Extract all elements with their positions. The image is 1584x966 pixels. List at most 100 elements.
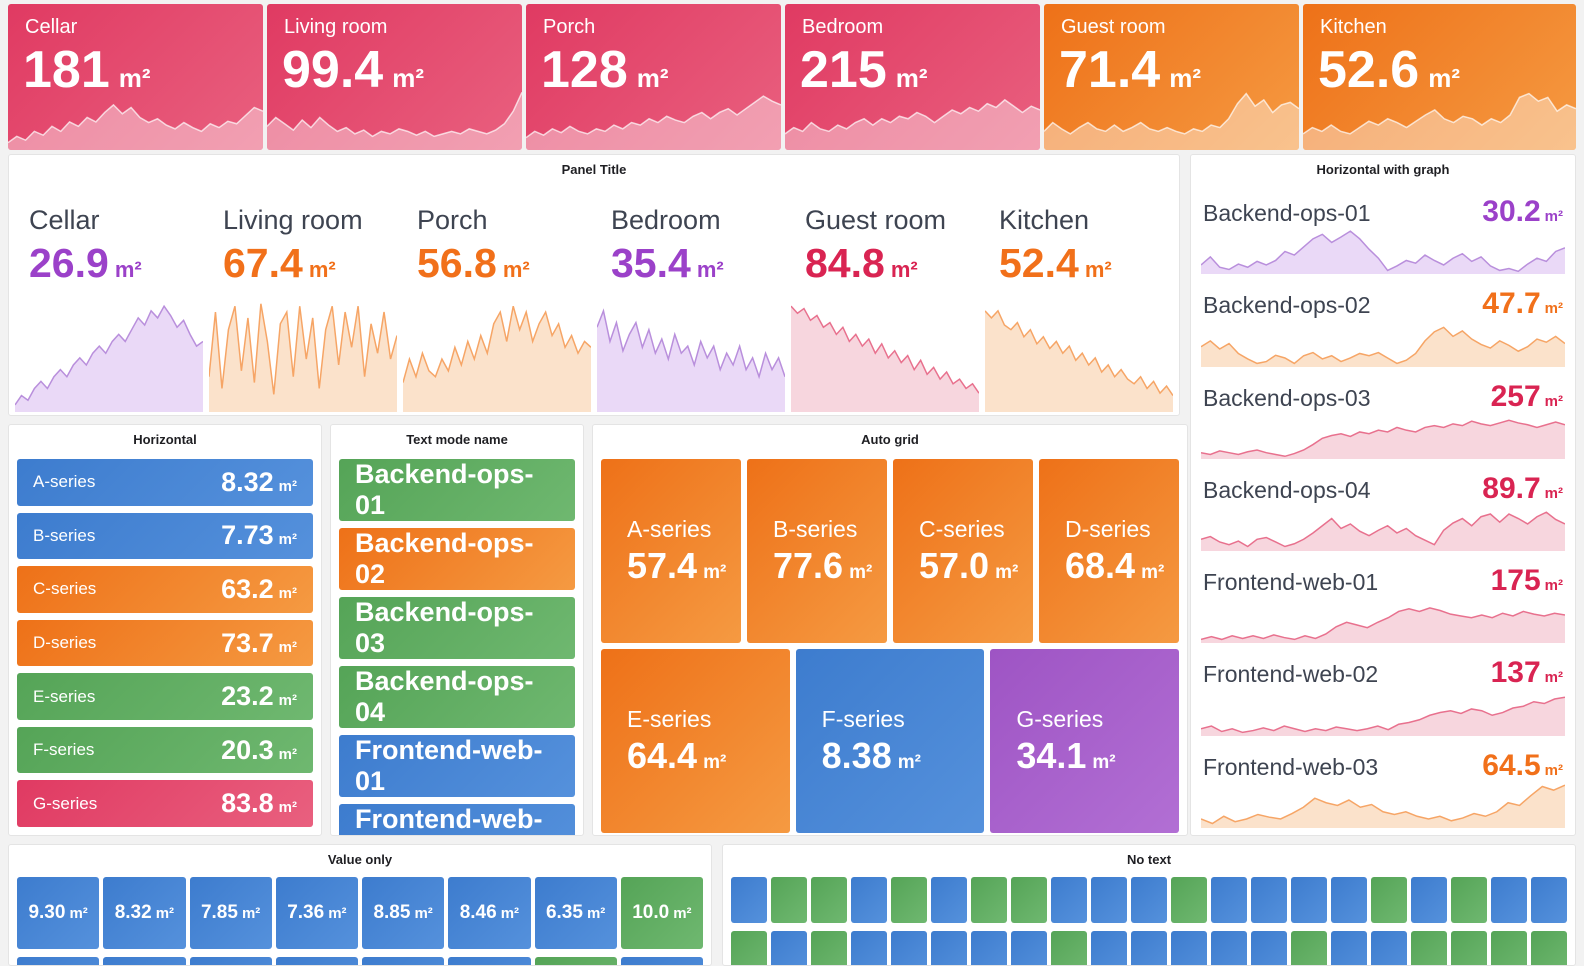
unit-text: m² bbox=[1141, 561, 1165, 583]
bar-list: A-series 8.32 m² B-series 7.73 m² C-series 63.2… bbox=[17, 459, 313, 828]
unit-text: m² bbox=[1544, 669, 1563, 687]
color-tile bbox=[1531, 877, 1567, 923]
unit-text: m² bbox=[673, 904, 692, 922]
value-text: 57.0 bbox=[919, 544, 990, 586]
no-text-panel: No text bbox=[722, 844, 1576, 966]
color-tile bbox=[1451, 931, 1487, 965]
series-label: B-series bbox=[773, 515, 858, 542]
stat-label: Guest room bbox=[805, 205, 947, 235]
unit-text: m² bbox=[895, 63, 928, 93]
color-tile bbox=[1491, 877, 1527, 923]
color-tile bbox=[731, 877, 767, 923]
graph-row-frontend-web-01: Frontend-web-01 175 m² bbox=[1201, 554, 1565, 646]
value-text: 8.85 bbox=[373, 902, 411, 923]
value-text: 67.4 bbox=[223, 240, 303, 286]
stat-label: Living room bbox=[223, 205, 363, 235]
graph-row-header: Backend-ops-01 30.2 m² bbox=[1201, 185, 1565, 229]
value-tile: 7.36 m² bbox=[275, 877, 358, 949]
series-name: Frontend-web-01 bbox=[355, 735, 543, 796]
value-tile bbox=[362, 957, 445, 965]
bar-a-series: A-series 8.32 m² bbox=[17, 459, 313, 506]
auto-grid-panel: Auto grid A-series 57.4 m² B-series 77.6 m² C-… bbox=[592, 424, 1188, 836]
value-text: 47.7 bbox=[1482, 287, 1541, 321]
stat-value: 57.4 m² bbox=[627, 545, 741, 587]
stat-tile-label: Cellar bbox=[25, 16, 78, 38]
unit-text: m² bbox=[500, 904, 520, 922]
stat-porch: Porch 56.8 m² bbox=[403, 191, 591, 412]
panel-header[interactable]: No text bbox=[723, 845, 1575, 873]
value-text: 34.1 bbox=[1016, 734, 1087, 776]
grid-tile-f-series: F-series 8.38 m² bbox=[795, 649, 985, 833]
value-text: 73.7 bbox=[221, 627, 274, 658]
stat-label: Cellar bbox=[29, 205, 100, 235]
series-value: 8.32 m² bbox=[221, 467, 297, 498]
series-label: C-series bbox=[919, 515, 1005, 542]
panel-header[interactable]: Auto grid bbox=[593, 425, 1187, 453]
color-tile bbox=[891, 931, 927, 965]
stats-grid: Cellar 26.9 m² Living room 67.4 m² Porch 56.8 m²… bbox=[15, 191, 1173, 412]
unit-text: m² bbox=[703, 751, 727, 773]
unit-text: m² bbox=[897, 751, 921, 773]
bar-frontend-web-02: Frontend-web-02 bbox=[339, 804, 575, 835]
panel-header[interactable]: Text mode name bbox=[331, 425, 583, 453]
value-text: 30.2 bbox=[1482, 195, 1541, 228]
bar-d-series: D-series 73.7 m² bbox=[17, 619, 313, 667]
value-text: 64.5 bbox=[1482, 748, 1541, 782]
stat-value: 68.4 m² bbox=[1065, 545, 1179, 587]
unit-text: m² bbox=[1544, 577, 1563, 595]
color-tile bbox=[771, 877, 807, 923]
panel-header[interactable]: Panel Title bbox=[9, 155, 1179, 183]
unit-text: m² bbox=[278, 531, 297, 549]
stat-value: 128 m² bbox=[541, 40, 669, 100]
grid-tile-b-series: B-series 77.6 m² bbox=[747, 459, 887, 643]
sparkline bbox=[791, 292, 979, 412]
unit-text: m² bbox=[278, 745, 297, 763]
graph-row-header: Frontend-web-02 137 m² bbox=[1201, 646, 1565, 690]
color-tile bbox=[851, 877, 887, 923]
stat-value: 56.8 m² bbox=[417, 240, 591, 287]
bar-e-series: E-series 23.2 m² bbox=[17, 673, 313, 720]
series-value: 7.73 m² bbox=[221, 520, 297, 551]
series-label: E-series bbox=[33, 686, 96, 706]
value-text: 257 bbox=[1490, 379, 1541, 413]
color-tile bbox=[1171, 931, 1207, 965]
sparkline bbox=[1201, 690, 1565, 736]
unit-text: m² bbox=[890, 257, 918, 282]
value-text: 52.4 bbox=[999, 240, 1079, 286]
value-text: 6.35 bbox=[545, 902, 583, 923]
value-text: 9.30 bbox=[28, 902, 66, 923]
graph-row-header: Backend-ops-02 47.7 m² bbox=[1201, 277, 1565, 321]
stat-value: 8.38 m² bbox=[822, 735, 985, 777]
panel-header[interactable]: Horizontal with graph bbox=[1191, 155, 1575, 183]
value-tile bbox=[620, 957, 703, 965]
panel-header[interactable]: Horizontal bbox=[9, 425, 321, 453]
series-value: 20.3 m² bbox=[221, 735, 297, 766]
graph-row-header: Frontend-web-01 175 m² bbox=[1201, 554, 1565, 598]
stat-value: 67.4 m² bbox=[223, 240, 397, 287]
series-name: Backend-ops-01 bbox=[355, 459, 534, 520]
color-tile bbox=[1211, 931, 1247, 965]
sparkline bbox=[985, 292, 1173, 412]
stat-value: 57.0 m² bbox=[919, 545, 1033, 587]
value-text: 175 bbox=[1490, 564, 1541, 598]
unit-text: m² bbox=[849, 561, 873, 583]
stat-label: Bedroom bbox=[611, 205, 721, 235]
bar-list: Backend-ops-01 Backend-ops-02 Backend-ops-… bbox=[339, 459, 575, 835]
series-value: 89.7 m² bbox=[1482, 472, 1563, 506]
value-text: 77.6 bbox=[773, 544, 844, 586]
stat-value: 71.4 m² bbox=[1059, 40, 1201, 100]
color-tile bbox=[1011, 877, 1047, 923]
value-tile: 7.85 m² bbox=[189, 877, 272, 949]
text-mode-name-panel: Text mode name Backend-ops-01 Backend-ops… bbox=[330, 424, 584, 836]
panel-header[interactable]: Value only bbox=[9, 845, 711, 873]
stat-tile-label: Bedroom bbox=[802, 16, 884, 38]
unit-text: m² bbox=[69, 904, 88, 922]
color-tile bbox=[1051, 931, 1087, 965]
value-text: 99.4 bbox=[282, 41, 384, 99]
sparkline bbox=[597, 292, 785, 412]
graph-row-backend-ops-04: Backend-ops-04 89.7 m² bbox=[1201, 462, 1565, 554]
stat-value: 215 m² bbox=[800, 40, 928, 100]
value-text: 71.4 bbox=[1059, 41, 1161, 99]
series-label: B-series bbox=[33, 525, 96, 545]
series-label: F-series bbox=[33, 740, 95, 760]
